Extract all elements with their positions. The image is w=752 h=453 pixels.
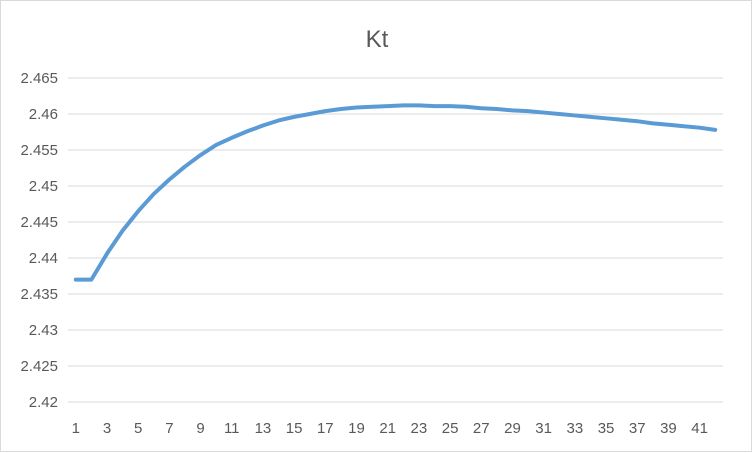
x-tick-label: 33 bbox=[567, 420, 584, 437]
series-layer bbox=[73, 103, 718, 282]
x-tick-label: 3 bbox=[103, 420, 111, 437]
gridlines bbox=[68, 77, 723, 403]
x-tick-label: 31 bbox=[535, 420, 552, 437]
chart-title: Kt bbox=[366, 26, 389, 53]
x-tick-label: 11 bbox=[224, 420, 240, 437]
x-tick-label: 1 bbox=[72, 420, 80, 437]
x-tick-label: 5 bbox=[134, 420, 142, 437]
x-tick-label: 15 bbox=[286, 420, 303, 437]
y-tick-label: 2.455 bbox=[20, 142, 58, 159]
x-tick-label: 19 bbox=[348, 420, 365, 437]
y-tick-label: 2.445 bbox=[20, 214, 58, 231]
y-tick-label: 2.425 bbox=[20, 358, 58, 375]
x-tick-label: 13 bbox=[255, 420, 272, 437]
y-axis-ticks: 2.42 2.425 2.43 2.435 2.44 2.445 2.45 2.455 2.46… bbox=[20, 70, 58, 411]
x-tick-label: 25 bbox=[442, 420, 459, 437]
x-tick-label: 23 bbox=[411, 420, 428, 437]
y-tick-label: 2.43 bbox=[29, 322, 58, 339]
x-tick-label: 29 bbox=[504, 420, 521, 437]
x-tick-label: 7 bbox=[165, 420, 173, 437]
x-tick-label: 9 bbox=[196, 420, 204, 437]
y-tick-label: 2.465 bbox=[20, 70, 58, 87]
y-tick-label: 2.46 bbox=[29, 106, 58, 123]
y-tick-label: 2.44 bbox=[29, 250, 58, 267]
y-tick-label: 2.435 bbox=[20, 286, 58, 303]
x-tick-label: 37 bbox=[629, 420, 646, 437]
x-tick-label: 21 bbox=[379, 420, 396, 437]
x-axis-ticks: 1 3 5 7 9 11 13 15 17 19 21 23 25 27 29 31 33 35 37 39 41 bbox=[72, 420, 708, 437]
x-tick-label: 27 bbox=[473, 420, 490, 437]
y-tick-label: 2.42 bbox=[29, 394, 58, 411]
x-tick-label: 35 bbox=[598, 420, 615, 437]
x-tick-label: 41 bbox=[691, 420, 708, 437]
x-tick-label: 17 bbox=[317, 420, 334, 437]
x-tick-label: 39 bbox=[660, 420, 677, 437]
series-line bbox=[73, 103, 718, 282]
y-tick-label: 2.45 bbox=[29, 178, 58, 195]
